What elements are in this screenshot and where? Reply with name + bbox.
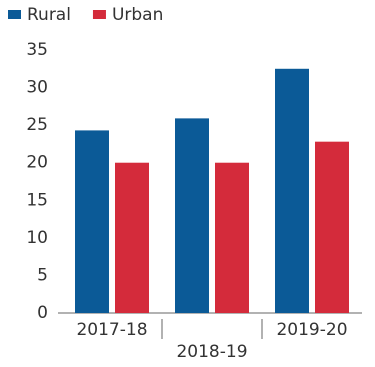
x-tick-label: 2019-20	[276, 320, 347, 340]
bar	[215, 162, 249, 313]
legend-label: Urban	[112, 5, 163, 25]
legend-swatch	[92, 10, 106, 19]
bar	[75, 130, 109, 313]
y-tick-label: 35	[26, 40, 48, 60]
y-tick-label: 30	[26, 78, 48, 98]
y-tick-label: 20	[26, 153, 48, 173]
y-tick-label: 0	[37, 303, 48, 323]
legend-label: Rural	[27, 5, 71, 25]
bar	[175, 118, 209, 313]
x-tick-label: 2018-19	[176, 342, 247, 362]
y-tick-label: 15	[26, 190, 48, 210]
bar	[275, 68, 309, 314]
bar	[315, 141, 349, 313]
legend-swatch	[8, 10, 21, 19]
y-tick-label: 5	[37, 265, 48, 285]
y-tick-label: 10	[26, 228, 48, 248]
x-tick-label: 2017-18	[76, 320, 147, 340]
y-tick-label: 25	[26, 115, 48, 135]
bar	[115, 162, 149, 313]
